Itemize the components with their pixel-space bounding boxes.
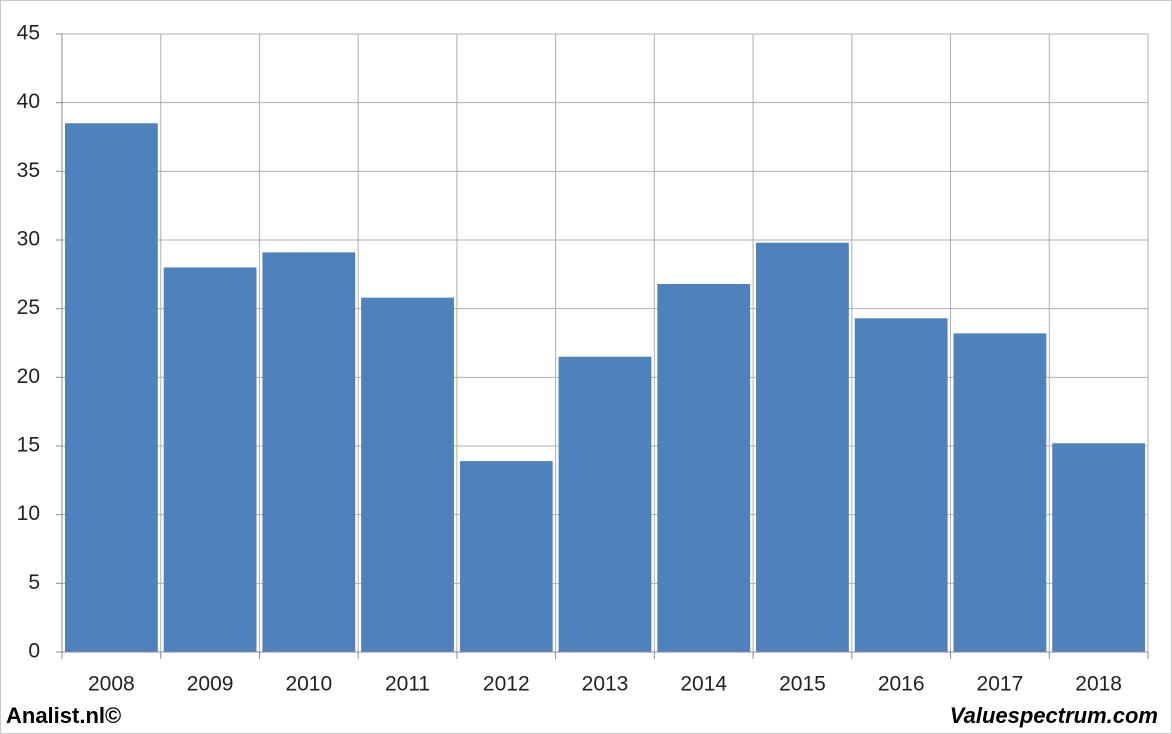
y-tick-label: 30	[17, 228, 40, 251]
bar	[1052, 443, 1146, 652]
bar	[163, 267, 257, 652]
bar	[756, 242, 849, 652]
y-tick-label: 25	[17, 296, 40, 319]
y-tick-label: 5	[28, 571, 40, 594]
x-tick-label: 2011	[385, 673, 430, 696]
x-tick-label: 2012	[483, 673, 530, 696]
bar	[657, 283, 751, 652]
x-tick-label: 2018	[1075, 673, 1122, 696]
x-tick-label: 2009	[187, 673, 234, 696]
bar	[854, 318, 948, 652]
x-tick-label: 2010	[285, 673, 332, 696]
bar	[558, 356, 652, 652]
y-tick-label: 20	[17, 365, 40, 388]
bar	[459, 461, 553, 652]
x-tick-label: 2017	[977, 673, 1024, 696]
y-tick-label: 10	[17, 502, 40, 525]
bar	[361, 297, 454, 652]
y-tick-label: 0	[28, 640, 40, 663]
x-tick-label: 2008	[88, 673, 135, 696]
x-tick-label: 2013	[582, 673, 629, 696]
y-tick-label: 45	[17, 22, 40, 45]
footer-left: Analist.nl©	[6, 703, 121, 728]
y-tick-label: 15	[17, 434, 40, 457]
x-tick-label: 2015	[779, 673, 826, 696]
y-tick-label: 40	[17, 90, 40, 113]
footer-right: Valuespectrum.com	[950, 703, 1158, 728]
bar	[953, 333, 1047, 652]
bar	[262, 252, 356, 653]
y-tick-label: 35	[17, 159, 40, 182]
x-tick-label: 2016	[878, 673, 925, 696]
x-tick-label: 2014	[680, 673, 727, 696]
bar	[64, 123, 158, 653]
